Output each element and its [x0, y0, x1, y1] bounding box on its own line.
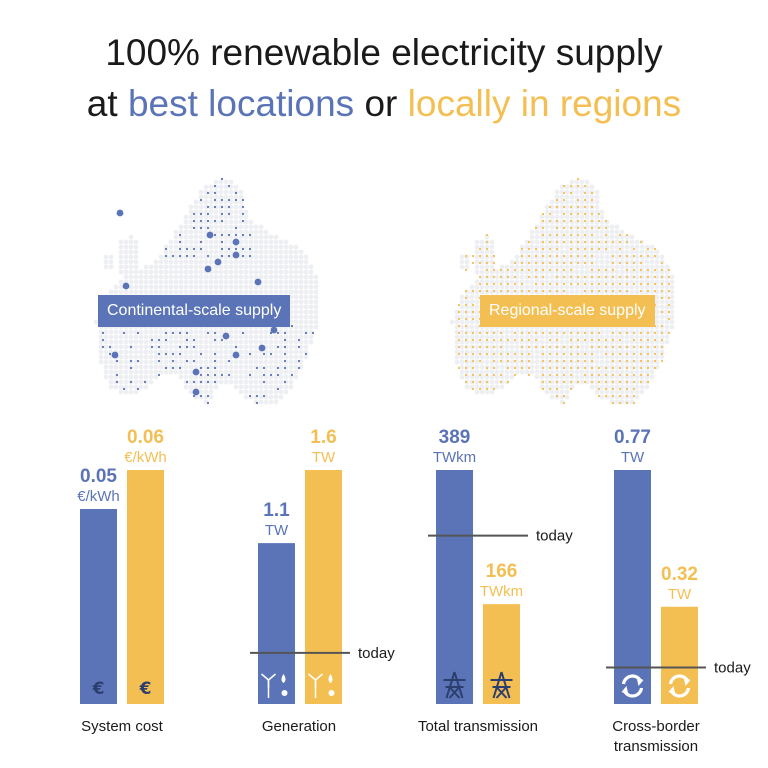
title-best-locations: best locations: [127, 83, 355, 124]
title-connector: or: [354, 83, 408, 124]
regional-unit-label-4: TW: [668, 586, 692, 603]
chart-title-line-1: 100% renewable electricity supply: [105, 32, 663, 73]
regional-value-label-1: 0.06: [127, 427, 164, 448]
today-label-3: today: [536, 528, 573, 545]
continental-bar-1: [80, 509, 117, 704]
category-label-4: transmission: [614, 738, 698, 755]
wind-water-solar-icon: [308, 673, 335, 698]
regional-bar-1: [127, 470, 164, 704]
continental-unit-label-1: €/kWh: [77, 488, 120, 505]
today-label-4: today: [714, 660, 751, 677]
exchange-arrows-icon: [621, 674, 644, 698]
chart-title-line-2: at best locations or locally in regions: [0, 79, 768, 129]
regional-value-label-4: 0.32: [661, 564, 698, 585]
continental-scale-label: Continental-scale supply: [98, 295, 291, 327]
wind-water-solar-icon: [261, 673, 288, 698]
bar-group-1: 0.05€/kWh€0.06€/kWh€System cost: [77, 427, 167, 735]
continental-unit-label-2: TW: [265, 522, 289, 539]
regional-value-label-2: 1.6: [310, 427, 336, 448]
category-label-2: Generation: [262, 718, 336, 735]
continental-bar-2: [258, 543, 295, 704]
category-label-3: Total transmission: [418, 718, 538, 735]
regional-bar-4: [661, 606, 698, 704]
regional-unit-label-2: TW: [312, 449, 336, 466]
continental-bar-3: [436, 470, 473, 704]
regional-scale-label: Regional-scale supply: [480, 295, 655, 327]
regional-value-label-3: 166: [486, 561, 518, 582]
transmission-tower-icon: [490, 671, 513, 699]
continental-value-label-1: 0.05: [80, 466, 117, 487]
transmission-tower-icon: [443, 671, 466, 699]
continental-unit-label-3: TWkm: [433, 449, 476, 466]
bar-group-4: 0.77TW0.32TWtodayCross-bordertransmissio…: [606, 427, 751, 755]
svg-text:€: €: [92, 679, 105, 699]
regional-unit-label-3: TWkm: [480, 583, 523, 600]
regional-unit-label-1: €/kWh: [124, 449, 167, 466]
continental-value-label-4: 0.77: [614, 427, 651, 448]
continental-unit-label-4: TW: [621, 449, 645, 466]
continental-bar-4: [614, 470, 651, 704]
today-label-2: today: [358, 645, 395, 662]
continental-value-label-3: 389: [439, 427, 471, 448]
regional-bar-2: [305, 470, 342, 704]
money-bag-euro-icon: €: [92, 679, 105, 699]
continental-value-label-2: 1.1: [263, 500, 290, 521]
regional-bar-3: [483, 604, 520, 704]
category-label-1: System cost: [81, 718, 164, 735]
exchange-arrows-icon: [668, 674, 691, 698]
title-prefix: at: [86, 83, 128, 124]
svg-text:€: €: [139, 679, 152, 699]
title-locally-in-regions: locally in regions: [407, 83, 682, 124]
category-label-4: Cross-border: [612, 718, 700, 735]
money-bag-euro-icon: €: [139, 679, 152, 699]
